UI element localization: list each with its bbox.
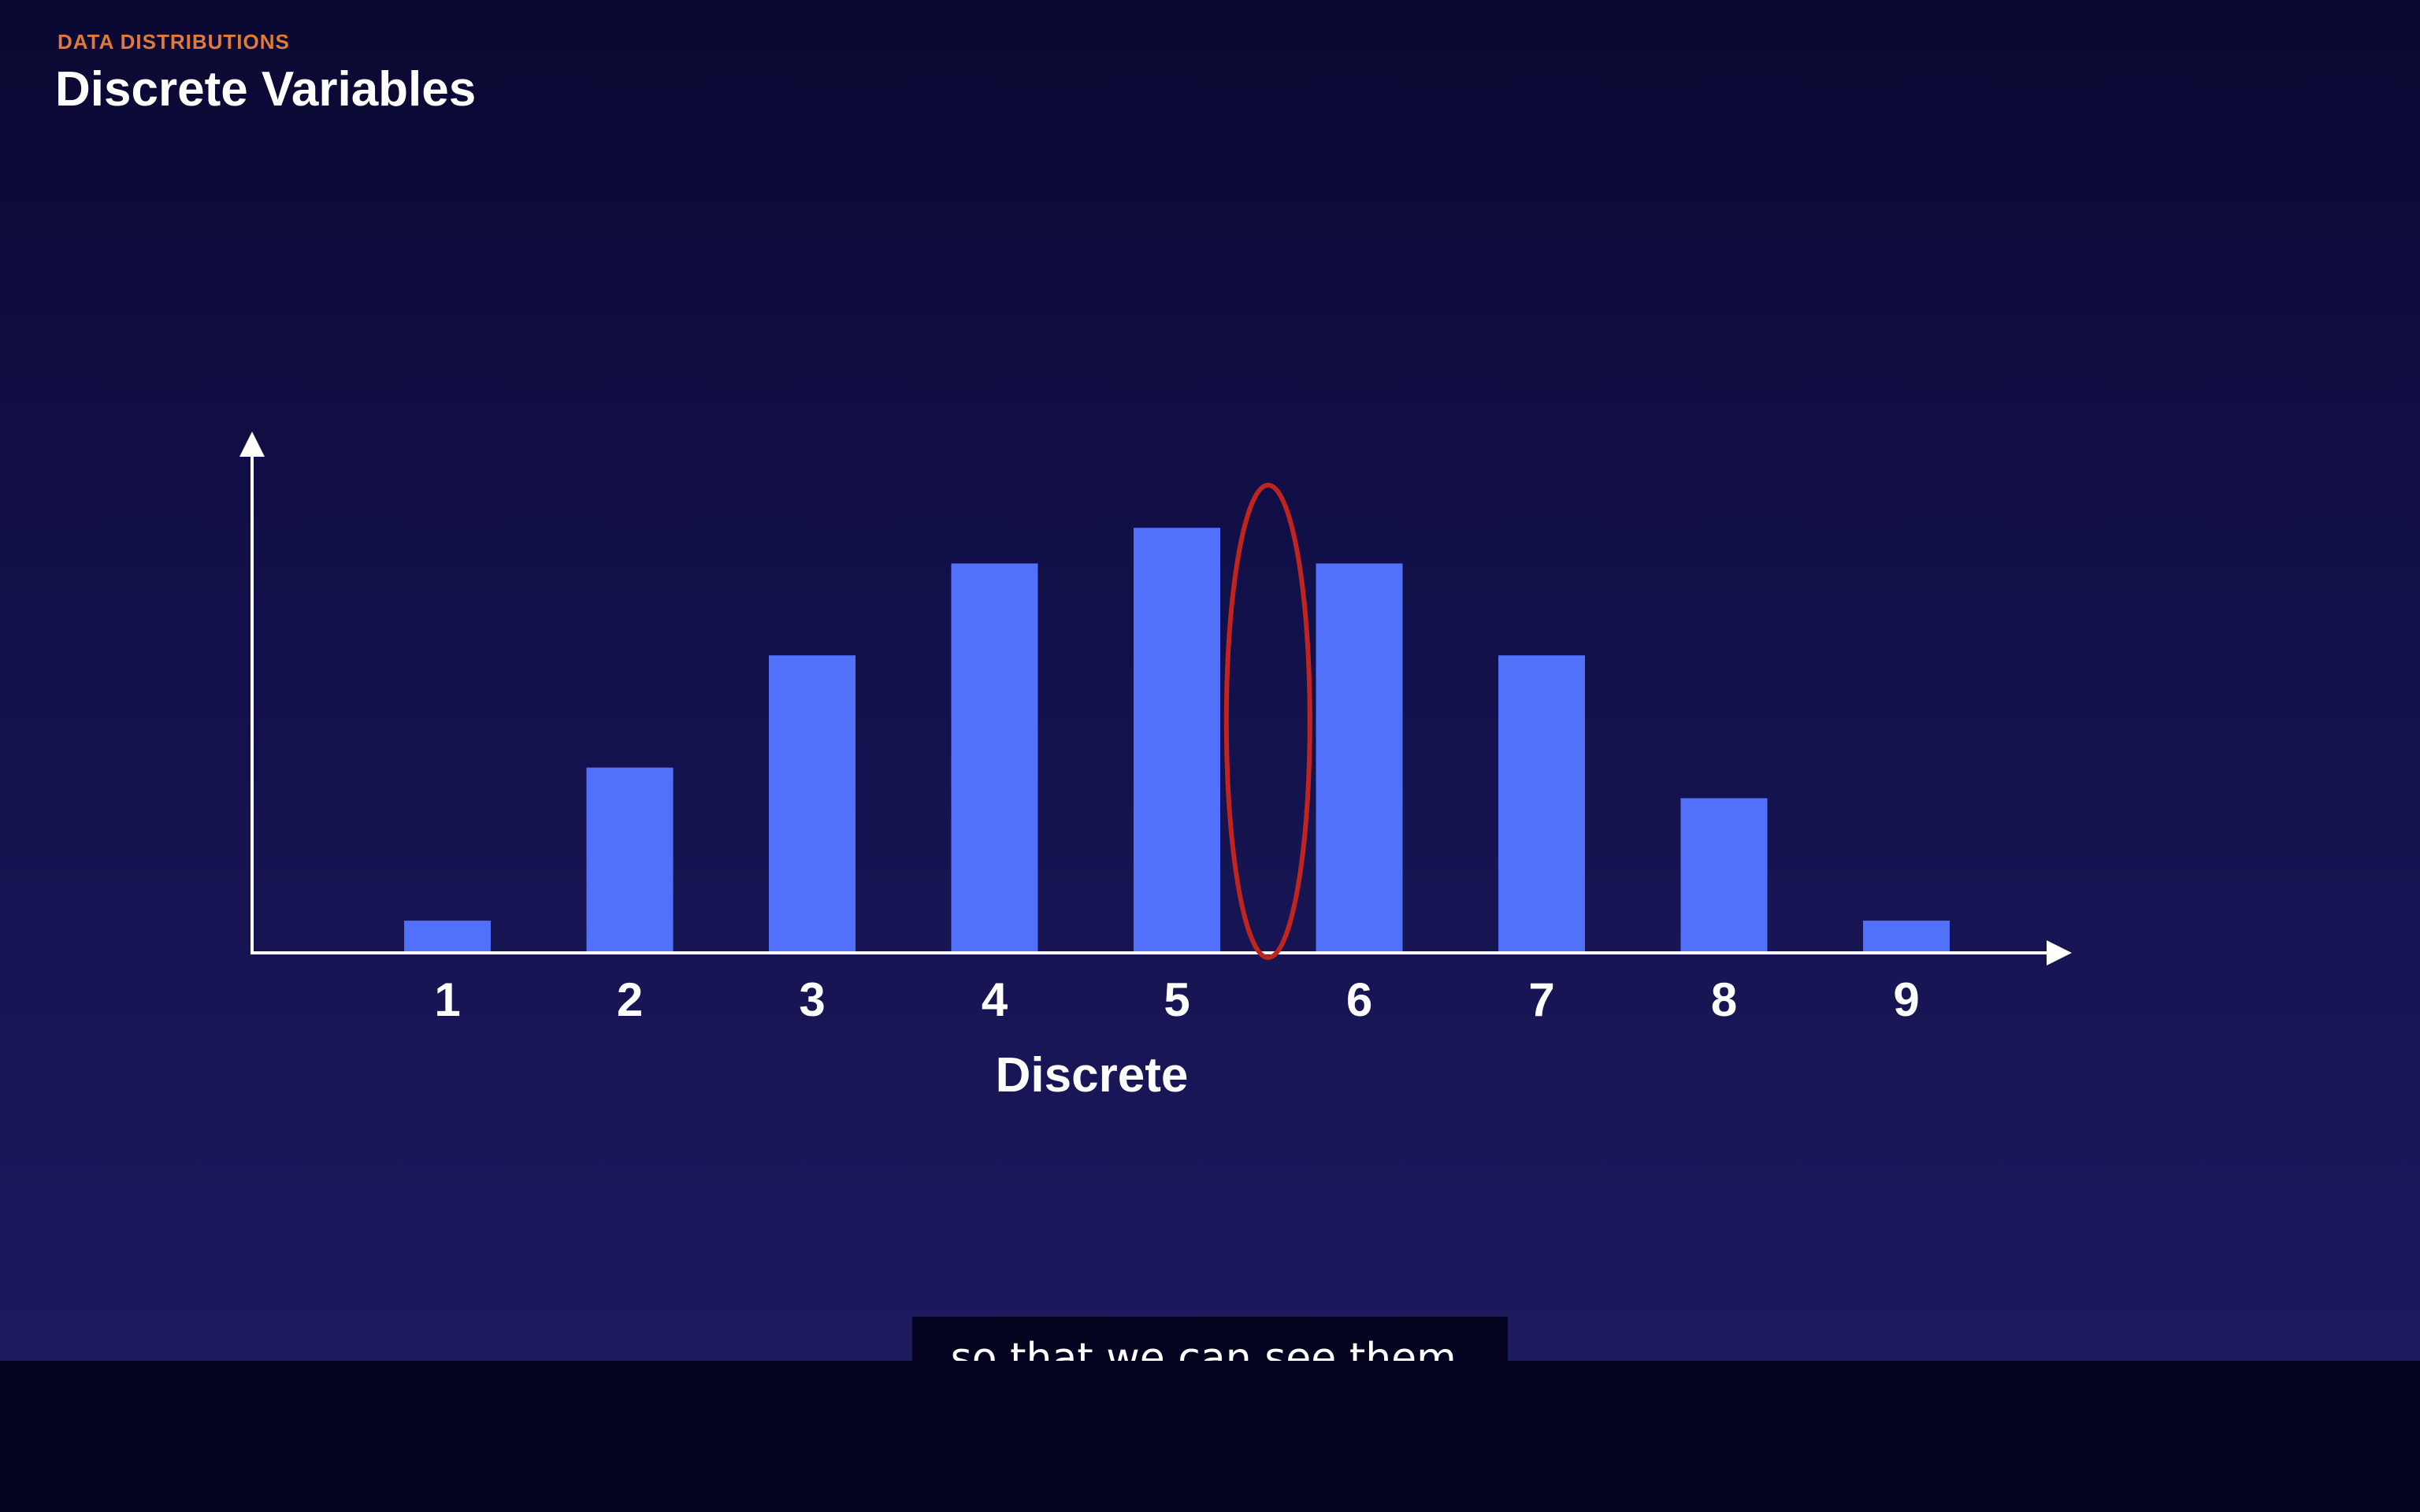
section-eyebrow: DATA DISTRIBUTIONS bbox=[58, 30, 290, 54]
x-tick-label-8: 8 bbox=[1711, 973, 1737, 1026]
bars-layer bbox=[404, 528, 1950, 951]
bar-2 bbox=[586, 767, 674, 951]
ticks-layer: 1 2 3 4 5 6 7 8 9 bbox=[434, 973, 1919, 1026]
x-tick-label-3: 3 bbox=[799, 973, 825, 1026]
bar-chart: 1 2 3 4 5 6 7 8 9 Discrete bbox=[239, 432, 2072, 1102]
bar-1 bbox=[404, 921, 491, 951]
x-tick-label-7: 7 bbox=[1528, 973, 1554, 1026]
bar-4 bbox=[951, 563, 1038, 951]
x-tick-label-1: 1 bbox=[434, 973, 460, 1026]
slide-title: Discrete Variables bbox=[55, 62, 477, 117]
bar-8 bbox=[1680, 798, 1768, 951]
slide: DATA DISTRIBUTIONS Discrete Variables 1 2… bbox=[0, 0, 2420, 1400]
x-tick-label-5: 5 bbox=[1164, 973, 1190, 1026]
x-tick-label-2: 2 bbox=[617, 973, 643, 1026]
annotation-ellipse bbox=[1223, 483, 1312, 960]
bottom-bar bbox=[0, 1361, 2420, 1512]
bar-7 bbox=[1498, 655, 1585, 951]
x-tick-label-4: 4 bbox=[982, 973, 1008, 1026]
bar-5 bbox=[1134, 528, 1220, 951]
x-tick-label-6: 6 bbox=[1346, 973, 1372, 1026]
x-tick-label-9: 9 bbox=[1893, 973, 1919, 1026]
bar-9 bbox=[1863, 921, 1950, 951]
bar-6 bbox=[1316, 563, 1403, 951]
bar-3 bbox=[769, 655, 856, 951]
x-axis-label: Discrete bbox=[996, 1048, 1189, 1102]
